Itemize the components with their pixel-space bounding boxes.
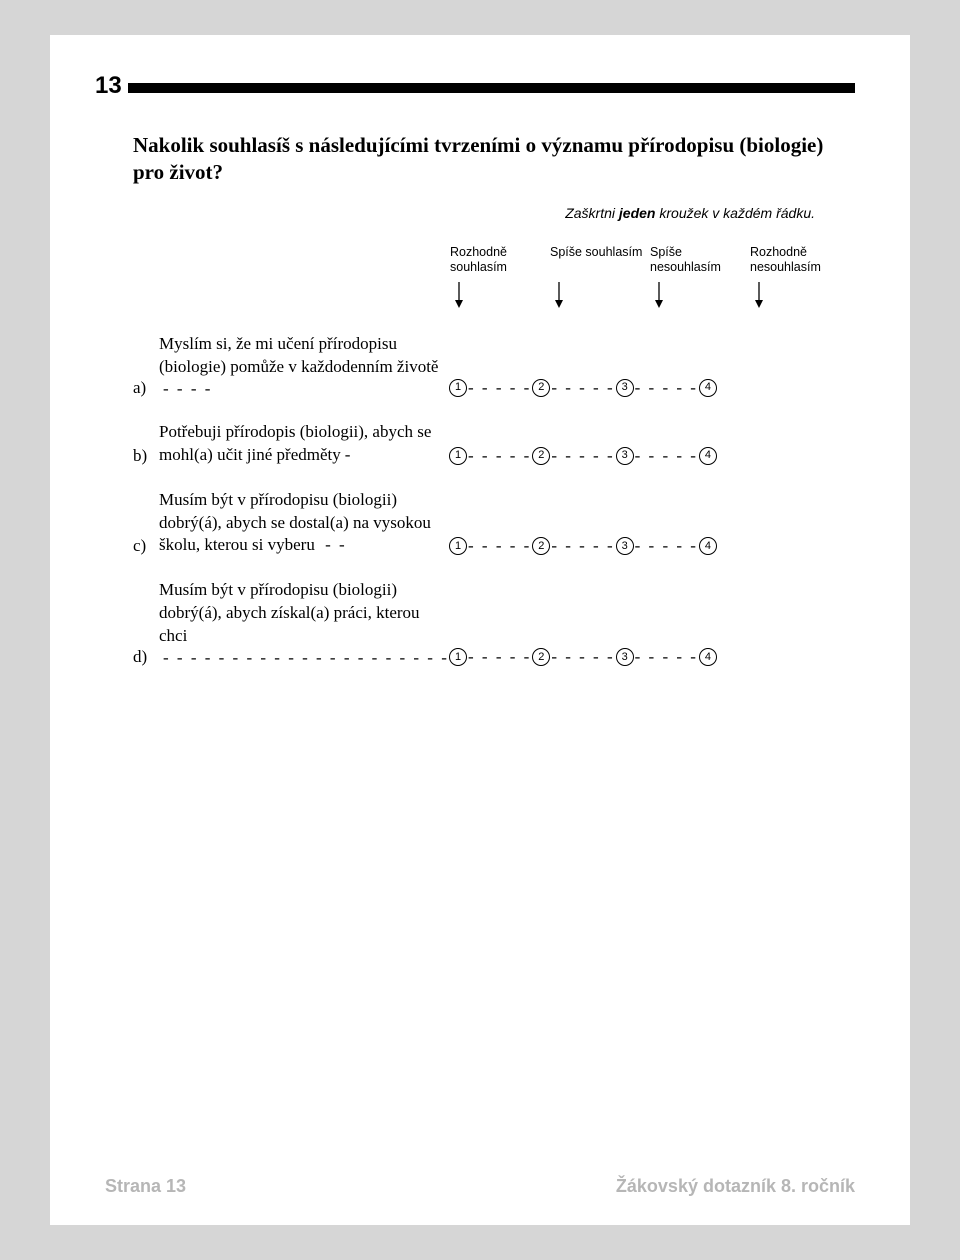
item-row-c: c) Musím být v přírodopisu (biologii) do… — [133, 489, 855, 558]
option-circle-3[interactable]: 3 — [616, 447, 634, 465]
item-text: Musím být v přírodopisu (biologii) dobrý… — [159, 490, 431, 555]
option-circle-2[interactable]: 2 — [532, 537, 550, 555]
scale-header-2: Spíše souhlasím — [550, 245, 650, 276]
option-circle-4[interactable]: 4 — [699, 379, 717, 397]
question-text: Nakolik souhlasíš s následujícími tvrzen… — [133, 132, 855, 187]
option-circle-4[interactable]: 4 — [699, 537, 717, 555]
option-circle-1[interactable]: 1 — [449, 447, 467, 465]
item-text: Potřebuji přírodopis (biologii), abych s… — [159, 422, 431, 464]
option-group: 1 - - - - - 2 - - - - - 3 - - - - - 4 — [449, 536, 717, 557]
item-letter: a) — [133, 378, 159, 399]
leader-dashes: - — [341, 445, 353, 465]
arrow-down-icon — [650, 282, 750, 313]
option-group: 1 - - - - - 2 - - - - - 3 - - - - - 4 — [449, 446, 717, 467]
option-dashes: - - - - - — [634, 647, 699, 667]
divider-bar — [125, 83, 855, 93]
option-circle-1[interactable]: 1 — [449, 379, 467, 397]
instruction-bold: jeden — [619, 205, 656, 221]
page: 13 Nakolik souhlasíš s následujícími tvr… — [50, 35, 910, 1225]
option-dashes: - - - - - — [634, 536, 699, 556]
question-number: 13 — [95, 72, 128, 100]
item-row-d: d) Musím být v přírodopisu (biologii) do… — [133, 579, 855, 668]
scale-arrows-row — [450, 282, 855, 313]
scale-header-1: Rozhodně souhlasím — [450, 245, 550, 276]
item-row-a: a) Myslím si, že mi učení přírodopisu (b… — [133, 333, 855, 399]
option-circle-1[interactable]: 1 — [449, 537, 467, 555]
item-letter: b) — [133, 446, 159, 467]
question-header-bar: 13 — [105, 80, 855, 118]
option-circle-3[interactable]: 3 — [616, 648, 634, 666]
option-circle-4[interactable]: 4 — [699, 447, 717, 465]
option-dashes: - - - - - — [550, 536, 615, 556]
arrow-down-icon — [450, 282, 550, 313]
option-dashes: - - - - - — [467, 647, 532, 667]
option-circle-2[interactable]: 2 — [532, 379, 550, 397]
leader-dashes: - - - - - - - - - - - - - - - - - - - - … — [159, 648, 449, 668]
option-dashes: - - - - - — [634, 446, 699, 466]
item-letter: c) — [133, 536, 159, 557]
option-dashes: - - - - - — [550, 446, 615, 466]
item-row-b: b) Potřebuji přírodopis (biologii), abyc… — [133, 421, 855, 467]
page-footer: Strana 13 Žákovský dotazník 8. ročník — [105, 1176, 855, 1197]
option-circle-1[interactable]: 1 — [449, 648, 467, 666]
option-circle-4[interactable]: 4 — [699, 648, 717, 666]
scale-header-row: Rozhodně souhlasím Spíše souhlasím Spíše… — [450, 245, 855, 276]
item-list: a) Myslím si, že mi učení přírodopisu (b… — [133, 333, 855, 668]
option-dashes: - - - - - — [467, 536, 532, 556]
instruction-prefix: Zaškrtni — [565, 205, 619, 221]
leader-dashes: - - - - — [159, 379, 212, 399]
item-text: Myslím si, že mi učení přírodopisu (biol… — [159, 334, 438, 376]
scale-header-4: Rozhodně nesouhlasím — [750, 245, 850, 276]
option-circle-3[interactable]: 3 — [616, 379, 634, 397]
footer-right: Žákovský dotazník 8. ročník — [616, 1176, 855, 1197]
option-circle-2[interactable]: 2 — [532, 648, 550, 666]
instruction-suffix: kroužek v každém řádku. — [655, 205, 815, 221]
option-circle-3[interactable]: 3 — [616, 537, 634, 555]
option-dashes: - - - - - — [550, 647, 615, 667]
instruction-text: Zaškrtni jeden kroužek v každém řádku. — [133, 205, 855, 221]
option-circle-2[interactable]: 2 — [532, 447, 550, 465]
arrow-down-icon — [750, 282, 850, 313]
leader-dashes: - - — [315, 535, 347, 555]
option-group: 1 - - - - - 2 - - - - - 3 - - - - - 4 — [449, 647, 717, 668]
footer-left: Strana 13 — [105, 1176, 186, 1197]
item-letter: d) — [133, 647, 159, 668]
option-dashes: - - - - - — [634, 378, 699, 398]
option-dashes: - - - - - — [467, 378, 532, 398]
option-dashes: - - - - - — [550, 378, 615, 398]
option-group: 1 - - - - - 2 - - - - - 3 - - - - - 4 — [449, 378, 717, 399]
arrow-down-icon — [550, 282, 650, 313]
option-dashes: - - - - - — [467, 446, 532, 466]
item-text: Musím být v přírodopisu (biologii) dobrý… — [159, 580, 420, 645]
scale-header-3: Spíše nesouhlasím — [650, 245, 750, 276]
